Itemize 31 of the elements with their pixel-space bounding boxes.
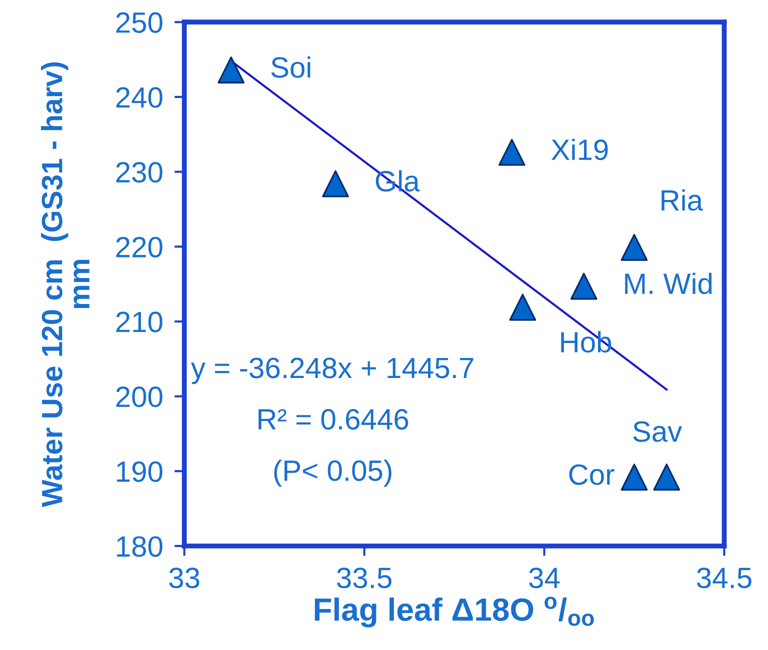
annotation: M. Wid [625, 272, 712, 294]
y-tick-label: 210 [116, 312, 162, 332]
point [322, 170, 349, 198]
x-tick-label: 34 [529, 568, 560, 588]
point [509, 294, 536, 321]
point [498, 138, 526, 166]
y-axis-title: Water Use 120 cm (GS31 - harv) mm [41, 62, 90, 508]
y-tick-label: 190 [117, 461, 162, 482]
y-tick-label: 240 [116, 87, 162, 108]
y-tick-label: 200 [116, 386, 162, 408]
annotation: Xi19 [551, 138, 608, 160]
y-tick-label: 180 [117, 536, 162, 557]
annotation: Soi [271, 56, 310, 78]
y-tick-label: 220 [116, 236, 162, 258]
x-tick-label: 33.5 [337, 568, 392, 588]
x-tick-label: 34.5 [696, 568, 752, 588]
x-tick-label: 33 [169, 568, 200, 588]
annotation: y = -36.248x + 1445.7 [190, 358, 474, 384]
point [218, 56, 245, 84]
point [653, 464, 680, 491]
annotation: Cor [569, 464, 614, 485]
annotation: Ria [662, 189, 704, 211]
point [570, 272, 598, 300]
x-axis-title: Flag leaf Δ18O $^{o}$/$_{oo}$ [314, 596, 594, 628]
y-tick-label: 250 [116, 12, 162, 33]
annotation: Sav [633, 421, 682, 442]
annotation: R² = 0.6446 [258, 409, 408, 430]
point [620, 464, 648, 491]
annotation: (P< 0.05) [274, 460, 392, 487]
y-tick-label: 230 [116, 162, 162, 183]
point [620, 234, 648, 261]
